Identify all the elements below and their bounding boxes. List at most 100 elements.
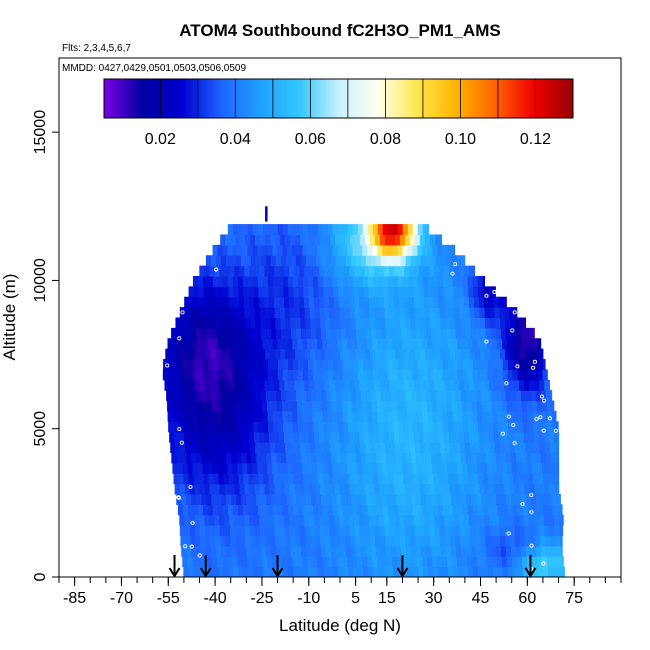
heatmap-cell (326, 400, 333, 412)
heatmap-cell (237, 244, 244, 256)
heatmap-cell (317, 224, 324, 236)
heatmap-cell (320, 317, 326, 329)
measurement-dot (500, 431, 505, 436)
heatmap-cell (290, 535, 296, 547)
heatmap-cell (348, 431, 355, 443)
heatmap-cell (414, 379, 420, 391)
heatmap-cell (202, 410, 209, 422)
heatmap-cell (222, 369, 229, 381)
heatmap-cell (240, 255, 247, 267)
heatmap-cell (254, 431, 260, 443)
heatmap-cell (432, 338, 438, 350)
heatmap-cell (184, 525, 191, 537)
heatmap-cell (439, 265, 445, 277)
heatmap-cell (452, 359, 459, 370)
heatmap-cell (241, 327, 247, 339)
heatmap-cell (291, 390, 297, 402)
heatmap-cell (382, 462, 388, 474)
heatmap-cell (329, 307, 336, 319)
heatmap-cell (349, 525, 356, 537)
heatmap-cell (411, 493, 417, 505)
heatmap-cell (396, 452, 402, 464)
heatmap-cell (544, 483, 550, 495)
heatmap-cell (439, 379, 445, 391)
heatmap-cell (216, 390, 222, 402)
heatmap-cell (447, 410, 453, 422)
heatmap-cell (522, 369, 529, 381)
heatmap-cell (467, 504, 474, 516)
heatmap-cell (245, 348, 251, 360)
heatmap-cell (515, 390, 522, 402)
heatmap-cell (264, 265, 270, 277)
heatmap-cell (365, 327, 372, 339)
heatmap-cell (343, 286, 350, 298)
heatmap-cell (272, 556, 278, 568)
heatmap-cell (387, 462, 393, 474)
heatmap-cell (469, 442, 476, 454)
heatmap-cell (490, 348, 496, 360)
heatmap-cell (517, 338, 523, 350)
heatmap-cell (424, 514, 430, 526)
heatmap-cell (400, 255, 407, 267)
heatmap-cell (520, 493, 527, 505)
heatmap-cell (522, 359, 529, 370)
heatmap-cell (397, 244, 403, 256)
heatmap-cell (194, 525, 201, 537)
heatmap-cell (295, 327, 302, 339)
heatmap-cell (342, 359, 349, 370)
heatmap-cell (457, 338, 463, 350)
heatmap-cell (455, 317, 461, 329)
heatmap-cell (264, 514, 270, 526)
heatmap-cell (190, 535, 197, 547)
heatmap-cell (317, 359, 324, 370)
heatmap-cell (252, 244, 259, 256)
heatmap-cell (353, 286, 360, 298)
heatmap-cell (407, 338, 413, 350)
heatmap-cell (543, 473, 549, 485)
heatmap-cell (451, 493, 457, 505)
heatmap-cell (200, 317, 207, 329)
heatmap-cell (424, 379, 430, 391)
heatmap-cell (239, 525, 246, 537)
heatmap-cell (332, 462, 338, 474)
heatmap-cell (308, 566, 314, 577)
heatmap-cell (528, 431, 535, 443)
heatmap-cell (407, 410, 413, 422)
heatmap-cell (238, 359, 244, 370)
heatmap-cell (334, 296, 340, 308)
heatmap-cell (352, 244, 359, 256)
heatmap-cell (529, 483, 535, 495)
heatmap-cell (338, 566, 344, 577)
measurement-dot (534, 416, 539, 422)
heatmap-cell (508, 473, 514, 485)
heatmap-cell (276, 493, 282, 505)
heatmap-cell (330, 390, 337, 402)
heatmap-cell (422, 462, 428, 474)
heatmap-cell (543, 566, 549, 577)
heatmap-cell (449, 514, 455, 526)
heatmap-cell (324, 483, 331, 495)
heatmap-cell (531, 556, 538, 568)
heatmap-cell (280, 348, 286, 360)
heatmap-cell (428, 473, 434, 485)
heatmap-cell (208, 473, 215, 485)
heatmap-cell (325, 348, 331, 360)
heatmap-cell (430, 327, 437, 339)
heatmap-cell (392, 410, 399, 422)
heatmap-cell (475, 545, 482, 557)
heatmap-cell (282, 244, 289, 256)
heatmap-cell (378, 431, 385, 443)
heatmap-cell (323, 566, 329, 577)
heatmap-cell (232, 556, 238, 568)
heatmap-cell (286, 390, 292, 402)
heatmap-cell (503, 566, 509, 577)
heatmap-cell (327, 275, 334, 287)
heatmap-cell (393, 286, 399, 298)
heatmap-cell (296, 452, 302, 464)
heatmap-cell (237, 275, 244, 287)
heatmap-cell (399, 483, 406, 495)
heatmap-cell (511, 556, 518, 568)
heatmap-cell (342, 369, 349, 381)
heatmap-cell (502, 421, 509, 433)
heatmap-cell (369, 296, 375, 308)
